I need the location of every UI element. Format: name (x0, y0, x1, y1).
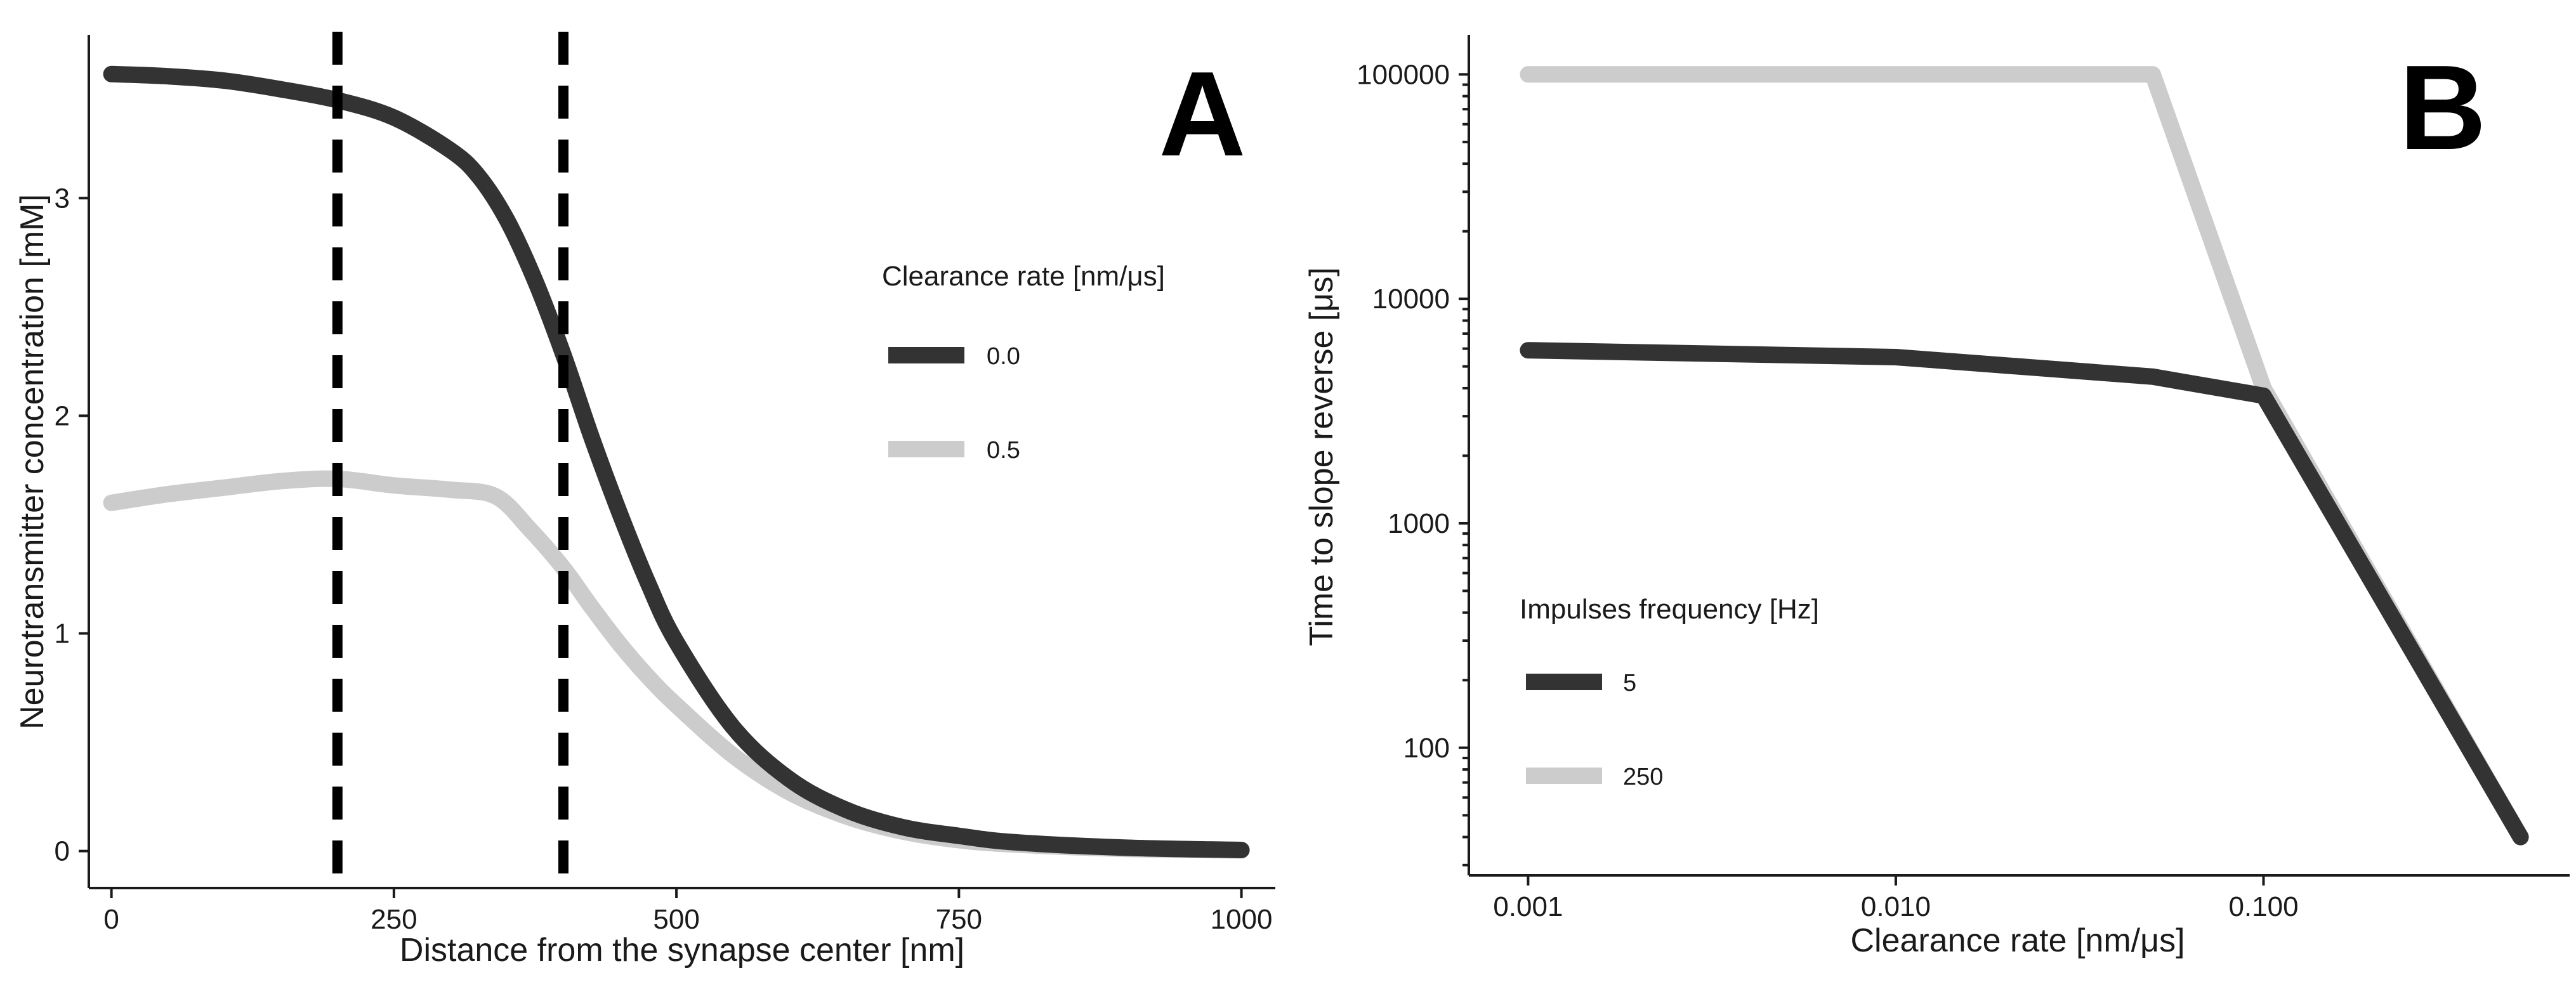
panel-a-letter: A (1159, 47, 1245, 181)
panel-b-legend: Impulses frequency [Hz] 5 250 (1520, 594, 1819, 790)
panel-b-y-axis-title: Time to slope reverse [μs] (1303, 267, 1340, 646)
panel-b-series-line-5 (1520, 342, 2529, 846)
panel-b-ticks: 0.001 0.010 0.100 100 1000 10000 100000 (1357, 59, 2298, 922)
panel-b-series-line-250 (1520, 66, 2529, 846)
panel-a-legend-label-0-5: 0.5 (987, 437, 1020, 464)
panel-a-y-tick-label-2: 2 (55, 400, 70, 431)
panel-a-y-axis-title: Neurotransmitter concentration [mM] (14, 194, 51, 729)
panel-a-series-line-0-0 (103, 65, 1250, 858)
panel-a-y-tick-label-1: 1 (55, 618, 70, 650)
panel-a-legend-label-0-0: 0.0 (987, 343, 1020, 370)
panel-a-y-tick-label-3: 3 (55, 183, 70, 214)
panel-a-legend: Clearance rate [nm/μs] 0.0 0.5 (882, 261, 1165, 464)
panel-b-series (1520, 66, 2529, 846)
chart-panel-b: 0.001 0.010 0.100 100 1000 10000 100000 Cleara… (1303, 35, 2570, 959)
panel-a-x-tick-label-1000: 1000 (1211, 904, 1273, 935)
panel-a-reference-lines (332, 32, 568, 888)
panel-a-x-tick-label-500: 500 (653, 904, 699, 935)
panel-a-x-tick-label-0: 0 (103, 904, 119, 935)
panel-b-legend-label-5: 5 (1623, 670, 1636, 696)
chart-panel-a: 0 250 500 750 1000 0 1 2 3 Distance from the syn… (14, 32, 1275, 969)
panel-a-x-axis-title: Distance from the synapse center [nm] (400, 932, 964, 969)
panel-b-x-axis-title: Clearance rate [nm/μs] (1850, 922, 2185, 959)
panel-b-y-tick-label-100000: 100000 (1357, 59, 1450, 90)
panel-a-y-tick-label-0: 0 (55, 836, 70, 867)
panel-b-x-tick-label-0-100: 0.100 (2228, 891, 2298, 922)
panel-a-x-tick-label-250: 250 (371, 904, 417, 935)
panel-a-series (103, 65, 1250, 859)
panel-a-legend-title: Clearance rate [nm/μs] (882, 261, 1165, 292)
panel-b-x-tick-label-0-010: 0.010 (1861, 891, 1931, 922)
panel-b-x-tick-label-0-001: 0.001 (1493, 891, 1563, 922)
panel-b-legend-title: Impulses frequency [Hz] (1520, 594, 1819, 625)
panel-a-series-line-0-5 (103, 470, 1250, 859)
panel-a-ticks: 0 250 500 750 1000 0 1 2 3 (55, 183, 1273, 935)
panel-b-letter: B (2399, 41, 2486, 175)
panel-b-y-tick-label-1000: 1000 (1388, 508, 1450, 539)
panel-b-legend-label-250: 250 (1623, 764, 1663, 790)
panel-b-y-tick-label-10000: 10000 (1372, 284, 1450, 315)
panel-b-y-tick-label-100: 100 (1403, 733, 1450, 764)
panel-a-x-tick-label-750: 750 (936, 904, 982, 935)
